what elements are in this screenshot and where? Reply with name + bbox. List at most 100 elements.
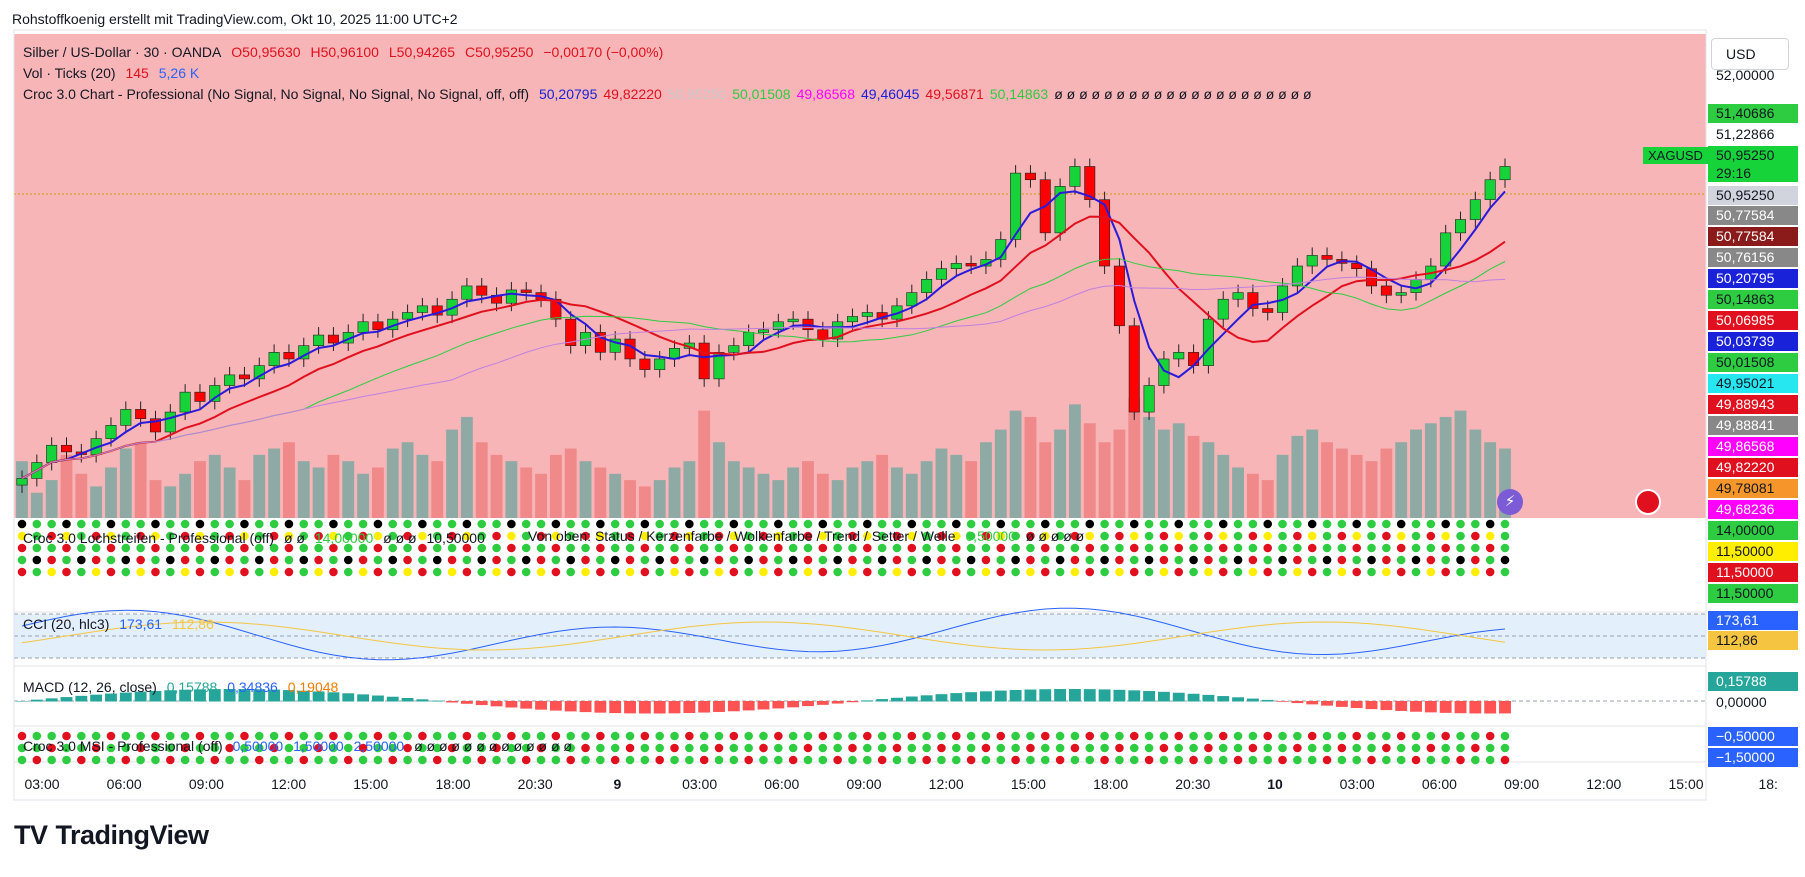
msi-dot <box>91 755 101 765</box>
croc-value: 50,20795 <box>538 86 598 102</box>
lochstreifen-dot <box>818 567 828 577</box>
msi-dot <box>240 731 249 741</box>
lochstreifen-dot <box>17 543 27 553</box>
lochstreifen-dot <box>210 543 220 553</box>
msi-dot <box>180 755 190 765</box>
lochstreifen-dot <box>596 543 605 553</box>
msi-dot <box>521 755 531 765</box>
lochstreifen-dot <box>551 543 561 553</box>
msi-dot <box>1085 743 1095 753</box>
lochstreifen-dot <box>1129 543 1139 553</box>
candle <box>1054 186 1066 234</box>
price-label: 50,95250 <box>1708 186 1798 205</box>
lochstreifen-dot <box>329 543 338 553</box>
lochstreifen-dot <box>1189 519 1198 529</box>
msi-dot <box>403 731 412 741</box>
volume-bar <box>579 461 592 518</box>
lochstreifen-dot <box>1144 567 1154 577</box>
msi-dot <box>1189 755 1198 765</box>
price-label: 49,82220 <box>1708 458 1798 477</box>
lochstreifen-dot <box>729 531 739 541</box>
msi-dot <box>1144 731 1154 741</box>
lochstreifen-dot <box>1278 543 1287 553</box>
macd-histogram-bar <box>75 695 88 702</box>
volume-bar <box>223 467 236 518</box>
msi-dot <box>136 731 145 741</box>
lochstreifen-dot <box>1396 519 1406 529</box>
volume-bar <box>134 442 147 518</box>
lochstreifen-dot <box>314 543 323 553</box>
lochstreifen-dot <box>136 555 145 565</box>
price-label: −1,50000 <box>1708 748 1798 767</box>
lochstreifen-dot <box>788 531 798 541</box>
lochstreifen-dot <box>877 543 887 553</box>
lochstreifen-dot <box>17 555 27 565</box>
lochstreifen-dot <box>744 543 753 553</box>
volume-bar <box>609 473 622 518</box>
macd-histogram-bar <box>238 689 251 702</box>
x-tick-label: 10 <box>1267 776 1283 792</box>
msi-dot <box>759 743 768 753</box>
lochstreifen-dot <box>225 567 234 577</box>
msi-dot <box>699 743 709 753</box>
macd-legend[interactable]: MACD (12, 26, close) 0,15788 0,34836 0,1… <box>23 679 344 695</box>
us-flag-icon[interactable] <box>1635 489 1661 515</box>
cci-legend[interactable]: CCI (20, hlc3) 173,61 112,86 <box>23 616 220 632</box>
msi-dot <box>818 743 828 753</box>
croc-legend[interactable]: Croc 3.0 Chart - Professional (No Signal… <box>23 86 1318 102</box>
lightning-icon[interactable]: ⚡ <box>1497 489 1523 515</box>
msi-legend[interactable]: Croc 3.0 MSI - Professional (off) 0,5000… <box>23 738 578 754</box>
msi-dot <box>536 755 546 765</box>
macd-histogram-bar <box>757 701 770 710</box>
macd-histogram-bar <box>683 701 696 714</box>
lochstreifen-dot <box>937 531 946 541</box>
lochstreifen-dot <box>343 531 353 541</box>
lochstreifen-dot <box>447 531 457 541</box>
lochstreifen-dot <box>744 519 753 529</box>
msi-dot <box>625 755 635 765</box>
lochstreifen-dot <box>314 519 323 529</box>
macd-histogram-bar <box>1454 701 1467 714</box>
msi-dot <box>329 755 338 765</box>
volume-bar <box>1024 416 1037 518</box>
lochstreifen-dot <box>1456 567 1465 577</box>
volume-bar <box>208 454 221 518</box>
macd-histogram-bar <box>416 699 429 702</box>
msi-dot <box>1293 731 1302 741</box>
macd-histogram-bar <box>713 701 725 712</box>
macd-histogram-bar <box>45 698 58 702</box>
lochstreifen-dot <box>670 555 679 565</box>
lochstreifen-dot <box>1500 531 1510 541</box>
lochstreifen-dot <box>685 531 694 541</box>
msi-dot <box>47 743 56 753</box>
volume-bar <box>742 467 755 518</box>
lochstreifen-dot <box>1011 567 1020 577</box>
msi-dot <box>877 743 887 753</box>
currency-button[interactable]: USD <box>1711 38 1789 70</box>
lochstreifen-legend[interactable]: Croc 3.0 Lochstreifen - Professional (of… <box>23 530 491 546</box>
tradingview-brand[interactable]: TV TradingView <box>14 820 209 851</box>
msi-dot <box>432 755 442 765</box>
price-label: 49,95021 <box>1708 374 1798 393</box>
msi-dot <box>714 755 724 765</box>
candle <box>372 321 384 331</box>
msi-dot <box>418 731 427 741</box>
volume-bar <box>624 480 636 518</box>
msi-dot <box>1382 743 1391 753</box>
lochstreifen-dot <box>1337 555 1347 565</box>
symbol-legend[interactable]: Silber / US-Dollar · 30 · OANDA O50,9563… <box>23 44 669 60</box>
lochstreifen-dot <box>17 519 27 529</box>
macd-histogram-bar <box>505 701 518 708</box>
lochstreifen-dot <box>877 519 887 529</box>
lochstreifen-dot <box>1055 531 1065 541</box>
msi-dot <box>1218 743 1228 753</box>
lochstreifen-dot <box>1426 555 1436 565</box>
msi-dot <box>329 743 338 753</box>
lochstreifen-dot <box>106 567 116 577</box>
lochstreifen-dot <box>996 567 1006 577</box>
macd-histogram-bar <box>60 697 73 702</box>
volume-legend[interactable]: Vol · Ticks (20) 145 5,26 K <box>23 65 205 81</box>
lochstreifen-dot <box>1248 555 1258 565</box>
msi-dot <box>447 755 457 765</box>
